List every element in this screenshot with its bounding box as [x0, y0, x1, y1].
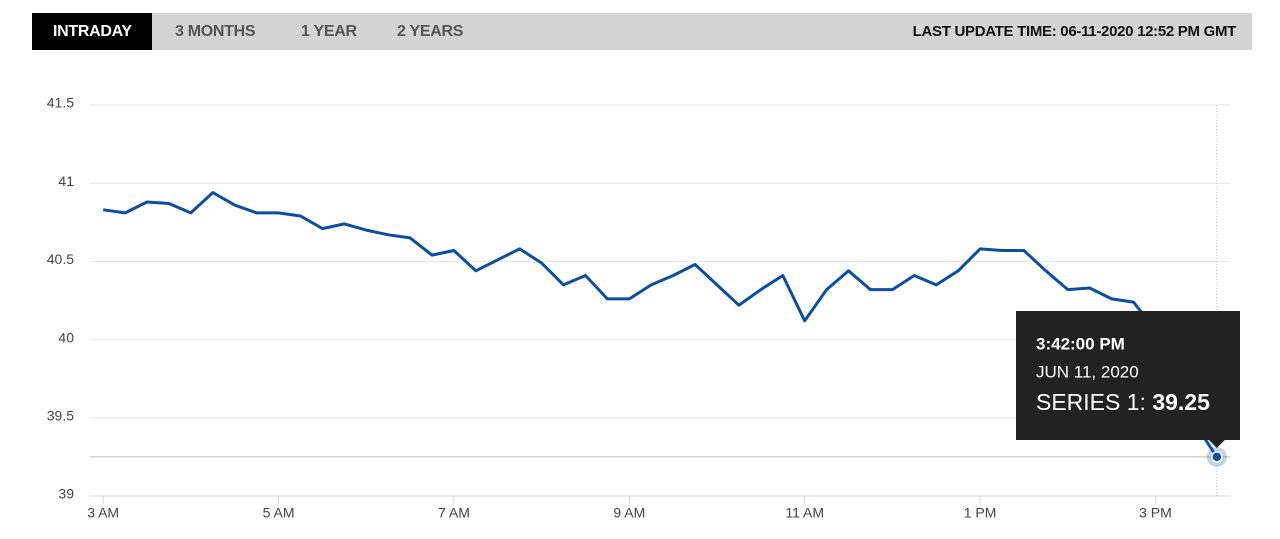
active-tab-bg[interactable]	[32, 13, 152, 50]
tab[interactable]: 3 MONTHS	[175, 23, 256, 40]
y-tick-label: 39.5	[47, 408, 74, 424]
x-tick-label: 5 AM	[263, 505, 295, 521]
tooltip-box	[1016, 311, 1240, 448]
y-tick-label: 41	[58, 173, 74, 189]
x-tick-label: 11 AM	[785, 505, 824, 521]
hover-point	[1211, 451, 1223, 463]
x-tick-label: 7 AM	[438, 505, 470, 521]
x-tick-label: 1 PM	[964, 505, 997, 521]
y-tick-label: 41.5	[47, 95, 74, 111]
tooltip-time: 3:42:00 PM	[1036, 334, 1125, 353]
line	[102, 191, 1219, 458]
x-tick-label: 9 AM	[613, 505, 645, 521]
y-tick-label: 40.5	[47, 251, 74, 267]
y-tick-label: 39	[58, 486, 74, 502]
tooltip-date: JUN 11, 2020	[1036, 362, 1139, 381]
tab[interactable]: 2 YEARS	[397, 23, 464, 40]
tooltip-value: 39.25	[1152, 389, 1210, 415]
last-update: LAST UPDATE TIME: 06-11-2020 12:52 PM GM…	[913, 23, 1236, 40]
tab[interactable]: 1 YEAR	[301, 23, 358, 40]
tooltip-value-line: SERIES 1: 39.25	[1036, 389, 1210, 415]
x-tick-label: 3 PM	[1139, 505, 1172, 521]
tab-bar	[32, 13, 1252, 50]
tooltip-colon: :	[1140, 389, 1153, 415]
tab[interactable]: INTRADAY	[53, 23, 133, 40]
tooltip-series-name: SERIES 1	[1036, 389, 1140, 415]
x-tick-label: 3 AM	[87, 505, 119, 521]
y-tick-label: 40	[58, 329, 74, 345]
